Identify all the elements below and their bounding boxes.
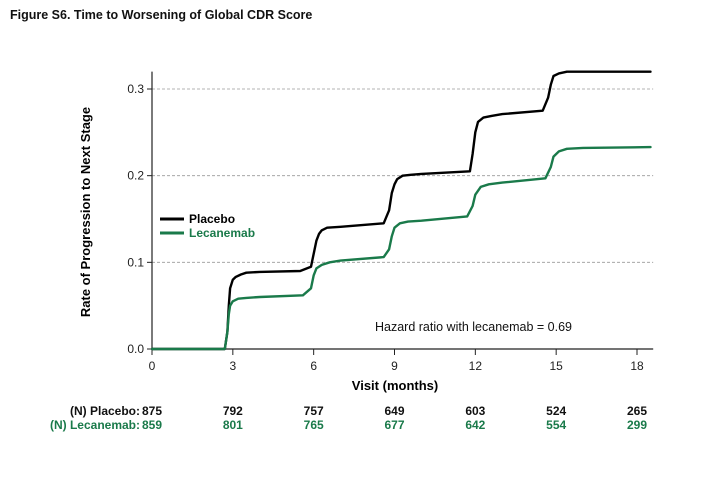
number-at-risk-table: (N) Placebo: 875 792 757 649 603 524 265 (N) Lec… <box>0 404 702 438</box>
legend-label-placebo: Placebo <box>189 212 235 226</box>
at-risk-value: 524 <box>546 404 567 418</box>
x-tick-label: 15 <box>549 359 563 373</box>
figure-title: Figure S6. Time to Worsening of Global C… <box>10 8 313 22</box>
x-tick-label: 0 <box>149 359 156 373</box>
at-risk-value: 554 <box>546 418 567 432</box>
x-axis-label: Visit (months) <box>352 378 438 393</box>
at-risk-value: 649 <box>384 404 405 418</box>
km-chart: 0.00.10.20.30 3 6 9 12 15 18 PlaceboLecanemab … <box>78 70 654 393</box>
at-risk-value: 765 <box>303 418 324 432</box>
x-tick-label: 9 <box>391 359 398 373</box>
y-tick-label: 0.3 <box>127 82 144 96</box>
at-risk-value: 642 <box>465 418 486 432</box>
axes: 0.0 0.1 0.2 0.3 0 3 6 9 12 15 18 <box>127 71 654 373</box>
x-tick-label: 3 <box>229 359 236 373</box>
at-risk-value: 792 <box>222 404 243 418</box>
at-risk-value: 875 <box>141 404 163 418</box>
legend-label-lecanemab: Lecanemab <box>189 226 255 240</box>
y-tick-label: 0.2 <box>127 169 144 183</box>
at-risk-value: 859 <box>141 418 163 432</box>
series-lecanemab-line <box>150 145 652 351</box>
x-tick-label: 12 <box>469 359 483 373</box>
x-tick-label: 18 <box>630 359 644 373</box>
at-risk-row-label: (N) Placebo: <box>69 404 140 418</box>
at-risk-value: 801 <box>222 418 243 432</box>
at-risk-row-label: (N) Lecanemab: <box>49 418 140 432</box>
y-tick-label: 0.1 <box>127 255 144 269</box>
at-risk-value: 603 <box>465 404 486 418</box>
y-axis-label: Rate of Progression to Next Stage <box>78 107 93 317</box>
series-placebo-line <box>150 70 652 351</box>
hazard-ratio-annotation: Hazard ratio with lecanemab = 0.69 <box>375 320 572 334</box>
y-tick-label: 0.0 <box>127 342 144 356</box>
at-risk-value: 677 <box>384 418 405 432</box>
at-risk-value: 299 <box>626 418 648 432</box>
at-risk-value: 265 <box>626 404 648 418</box>
x-tick-label: 6 <box>310 359 317 373</box>
series-group <box>150 70 652 351</box>
at-risk-value: 757 <box>303 404 324 418</box>
